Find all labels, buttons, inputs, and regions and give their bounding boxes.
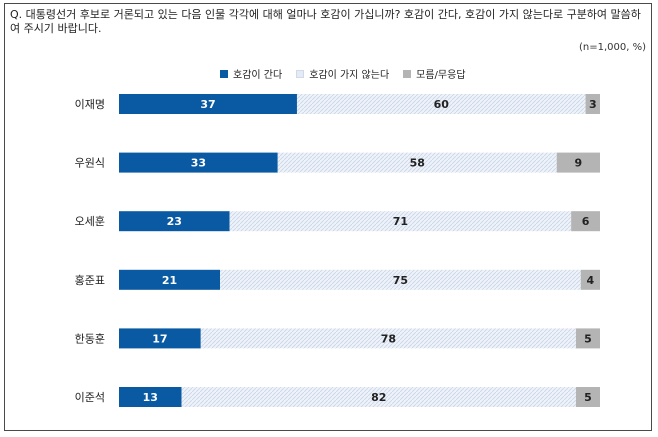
bar-segment-negative — [200, 328, 576, 349]
data-label-unknown: 5 — [584, 332, 592, 345]
bar-segment-negative — [296, 94, 586, 114]
legend-item-negative: 호감이 가지 않는다 — [296, 66, 389, 81]
legend-label-positive: 호감이 간다 — [233, 70, 283, 81]
bar-segment-unknown — [585, 94, 600, 114]
legend-swatch-positive — [220, 69, 228, 78]
category-label: 홍준표 — [75, 273, 105, 287]
legend: 호감이 간다 호감이 가지 않는다 모름/무응답 — [220, 66, 466, 81]
bar-segment-positive — [119, 269, 221, 290]
data-label-positive: 21 — [162, 274, 177, 287]
data-label-unknown: 5 — [584, 391, 592, 404]
legend-item-unknown: 모름/무응답 — [403, 66, 466, 81]
data-label-unknown: 6 — [582, 215, 590, 228]
legend-swatch-negative — [296, 69, 305, 78]
bar-segment-unknown — [575, 387, 600, 407]
data-label-positive: 33 — [191, 157, 206, 170]
category-label: 이재명 — [75, 98, 105, 111]
bar-segment-positive — [119, 328, 201, 349]
chart-frame — [4, 3, 652, 431]
category-label: 우원식 — [75, 157, 105, 170]
category-label: 오세훈 — [75, 215, 105, 228]
data-label-positive: 37 — [200, 98, 215, 111]
bar-segment-negative — [277, 152, 557, 173]
data-label-negative: 75 — [393, 274, 408, 287]
bar-segment-unknown — [575, 328, 600, 349]
legend-swatch-unknown — [403, 69, 412, 78]
survey-question: Q. 대통령선거 후보로 거론되고 있는 다음 인물 각각에 대해 얼마나 호감… — [10, 8, 641, 35]
data-label-negative: 82 — [371, 391, 386, 404]
data-label-positive: 23 — [167, 215, 182, 228]
bar-segment-negative — [229, 211, 572, 232]
bar-segment-unknown — [556, 152, 600, 173]
data-label-unknown: 9 — [575, 157, 583, 170]
bar-segment-negative — [181, 387, 576, 407]
data-label-negative: 58 — [410, 157, 425, 170]
category-label: 이준석 — [75, 391, 105, 404]
bar-segment-positive — [119, 94, 297, 114]
data-label-negative: 71 — [393, 215, 408, 228]
bar-segment-negative — [220, 269, 581, 290]
bar-segment-positive — [119, 387, 182, 407]
data-label-negative: 78 — [381, 332, 396, 345]
data-label-positive: 13 — [143, 391, 158, 404]
legend-label-negative: 호감이 가지 않는다 — [309, 70, 390, 81]
data-label-positive: 17 — [152, 332, 167, 345]
data-label-unknown: 4 — [587, 274, 595, 287]
category-label: 한동훈 — [75, 332, 105, 345]
bar-segment-unknown — [580, 269, 600, 290]
bar-segment-positive — [119, 152, 278, 173]
data-label-negative: 60 — [434, 98, 450, 111]
bar-segment-unknown — [571, 211, 600, 232]
legend-item-positive: 호감이 간다 — [220, 66, 282, 81]
data-label-unknown: 3 — [589, 98, 597, 111]
sample-note: (n=1,000, %) — [578, 42, 646, 53]
bar-segment-positive — [119, 211, 230, 232]
legend-label-unknown: 모름/무응답 — [416, 70, 466, 81]
